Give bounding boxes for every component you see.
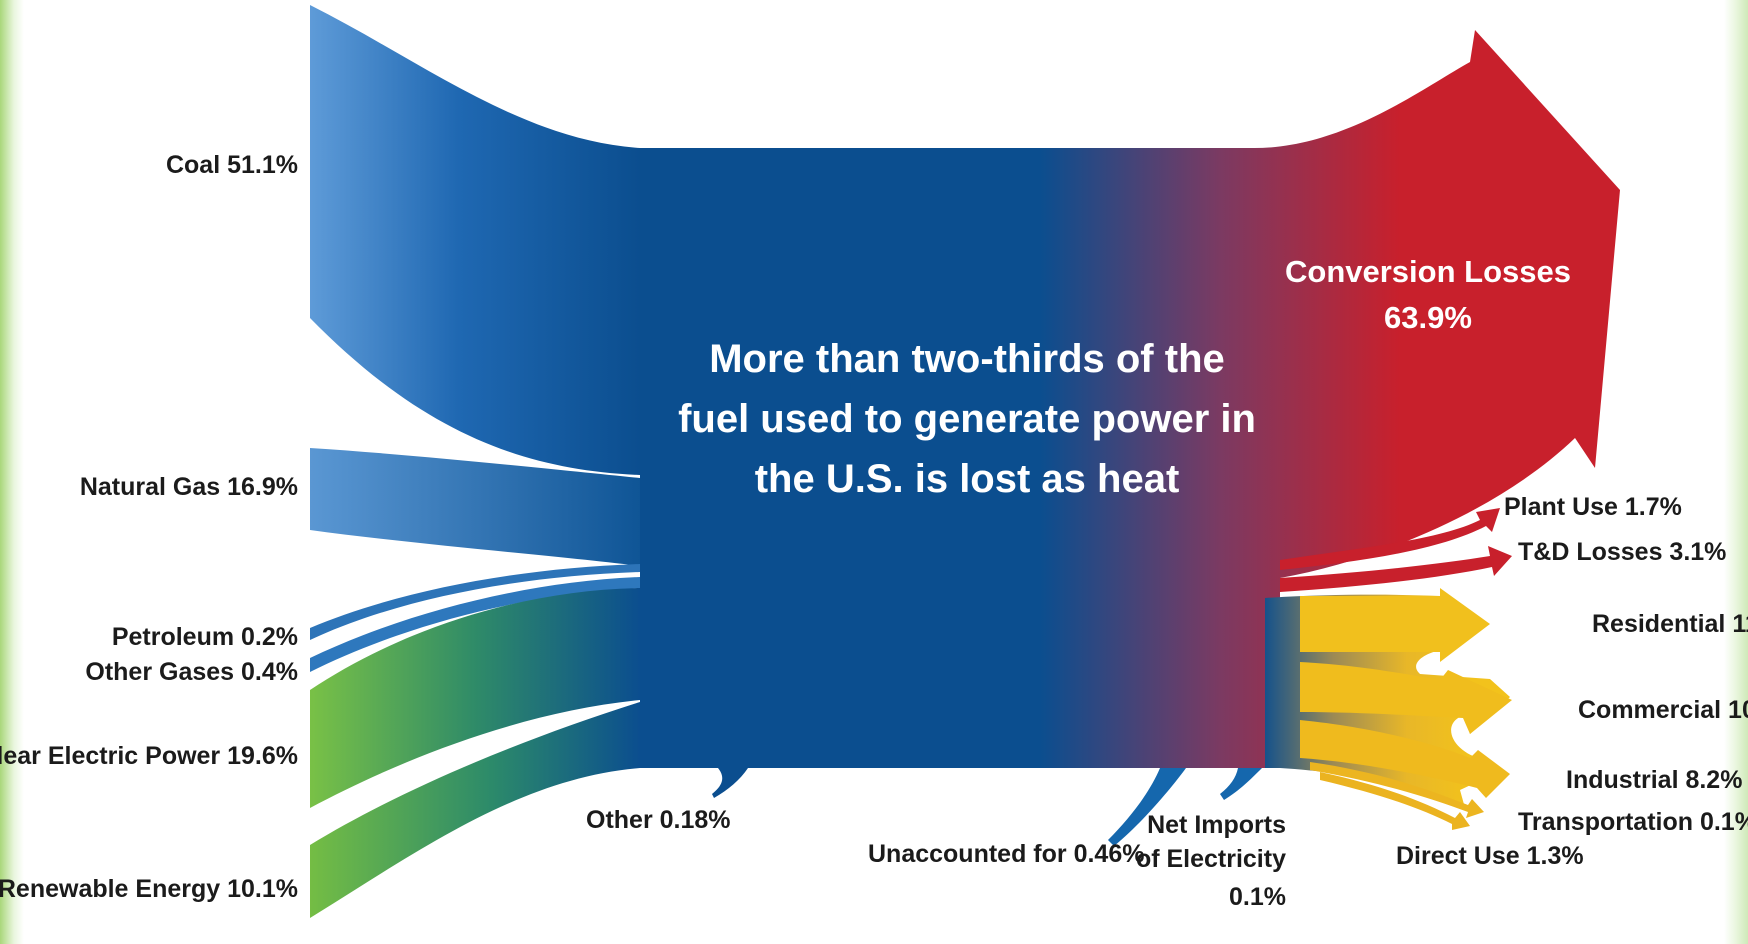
label-petroleum: Petroleum 0.2%	[112, 623, 298, 651]
arrow-residential	[1300, 588, 1490, 662]
label-transportation: Transportation 0.1%	[1518, 808, 1748, 836]
flow-unaccounted	[1108, 768, 1186, 846]
conversion-losses-value: 63.9%	[1384, 300, 1472, 335]
flow-coal	[310, 5, 640, 475]
flow-petroleum	[310, 564, 640, 640]
arrow-transportation	[1310, 762, 1484, 818]
arrow-plant-use	[1280, 508, 1500, 570]
label-net-imports-2: of Electricity	[1136, 845, 1286, 873]
label-unaccounted: Unaccounted for 0.46%	[868, 840, 1144, 868]
label-other: Other 0.18%	[586, 806, 731, 834]
label-net-imports-1: Net Imports	[1147, 811, 1286, 839]
headline-line-3: the U.S. is lost as heat	[755, 457, 1180, 501]
arrow-commercial	[1300, 662, 1512, 734]
headline-line-1: More than two-thirds of the	[709, 337, 1225, 381]
flow-natural-gas	[310, 448, 640, 566]
label-natural-gas: Natural Gas 16.9%	[80, 473, 298, 501]
main-trunk	[640, 30, 1620, 768]
label-other-gases: Other Gases 0.4%	[85, 658, 298, 686]
label-nuclear: Nuclear Electric Power 19.6%	[0, 742, 298, 770]
headline-line-2: fuel used to generate power in	[678, 397, 1256, 441]
arrow-td-losses	[1280, 546, 1512, 592]
label-net-imports-3: 0.1%	[1229, 883, 1286, 911]
label-renewable: Renewable Energy 10.1%	[0, 875, 298, 903]
label-commercial: Commercial 10.6	[1578, 696, 1748, 724]
arrow-direct-use	[1320, 772, 1470, 830]
label-coal: Coal 51.1%	[166, 151, 298, 179]
label-direct-use: Direct Use 1.3%	[1396, 842, 1584, 870]
flow-renewable	[310, 702, 640, 918]
flow-other	[712, 768, 748, 798]
flow-other-gases	[310, 577, 640, 672]
label-industrial: Industrial 8.2%	[1566, 766, 1742, 794]
headline: More than two-thirds of the fuel used to…	[678, 337, 1256, 501]
label-plant-use: Plant Use 1.7%	[1504, 493, 1682, 521]
conversion-losses-label: Conversion Losses	[1285, 254, 1571, 289]
label-td-losses: T&D Losses 3.1%	[1518, 538, 1726, 566]
flow-net-imports	[1220, 768, 1262, 800]
label-residential: Residential 11.	[1592, 610, 1748, 638]
arrow-industrial	[1300, 720, 1510, 798]
flow-nuclear	[310, 588, 640, 808]
